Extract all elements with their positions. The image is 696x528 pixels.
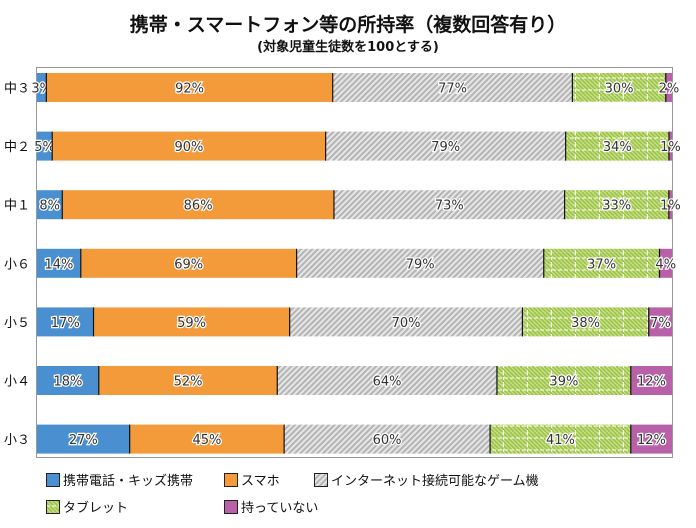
data-label-smartphone: 92% <box>175 82 204 97</box>
bar-segment-tablet <box>496 366 631 395</box>
bar-segment-smartphone <box>46 73 333 102</box>
data-label-tablet: 39% <box>549 375 578 390</box>
data-label-smartphone: 69% <box>174 257 203 272</box>
data-label-keitai: 17% <box>51 316 80 331</box>
legend-item-smartphone: スマホ <box>224 470 280 489</box>
bar-segment-tablet <box>543 248 660 278</box>
data-label-smartphone: 45% <box>192 433 221 448</box>
legend: 携帯電話・キッズ携帯 スマホ インターネット接続可能なゲーム機 タブレット 持っ… <box>46 470 666 520</box>
bar-segment-smartphone <box>80 248 297 278</box>
data-label-game: 77% <box>438 82 467 97</box>
data-label-keitai: 8% <box>39 199 60 214</box>
data-label-none: 1% <box>660 140 681 155</box>
bar-segment-keitai <box>37 424 130 454</box>
data-label-game: 79% <box>431 140 460 155</box>
bar-segment-none <box>659 248 672 278</box>
bar-segment-none <box>665 73 672 102</box>
legend-label-smartphone: スマホ <box>241 474 280 489</box>
bar-segment-game <box>333 190 565 220</box>
data-label-keitai: 5% <box>34 140 55 155</box>
data-label-game: 70% <box>392 316 421 331</box>
data-label-game: 79% <box>406 257 435 272</box>
bar-segment-none <box>648 307 672 337</box>
data-label-smartphone: 90% <box>174 140 203 155</box>
legend-item-game: インターネット接続可能なゲーム機 <box>314 470 539 489</box>
bar-segment-game <box>325 131 566 161</box>
data-label-game: 73% <box>435 199 464 214</box>
bar-segment-keitai <box>37 307 94 337</box>
legend-item-keitai: 携帯電話・キッズ携帯 <box>46 470 193 489</box>
bar-segment-smartphone <box>98 366 278 395</box>
plot-frame <box>36 67 673 458</box>
category-label: 中２ <box>4 140 30 155</box>
category-label: 中１ <box>4 199 30 214</box>
bar-segment-smartphone <box>62 190 334 220</box>
legend-label-keitai: 携帯電話・キッズ携帯 <box>63 474 194 489</box>
data-label-tablet: 41% <box>546 433 575 448</box>
bar-segment-none <box>630 366 672 395</box>
data-label-tablet: 38% <box>571 316 600 331</box>
legend-swatch-keitai <box>46 472 60 487</box>
legend-swatch-none <box>224 499 238 514</box>
data-label-keitai: 14% <box>44 257 73 272</box>
category-label: 中３ <box>4 82 30 97</box>
bar-segment-keitai <box>37 131 53 161</box>
legend-label-game: インターネット接続可能なゲーム機 <box>331 474 539 489</box>
data-label-none: 12% <box>637 375 666 390</box>
data-label-keitai: 27% <box>69 433 98 448</box>
bar-segment-keitai <box>37 366 99 395</box>
bar-segment-none <box>668 131 672 161</box>
bar-segment-tablet <box>572 73 666 102</box>
legend-item-none: 持っていない <box>224 497 318 516</box>
legend-swatch-game <box>314 472 328 487</box>
bar-segment-game <box>277 366 497 395</box>
bar-segment-keitai <box>37 248 81 278</box>
data-label-tablet: 34% <box>603 140 632 155</box>
legend-label-none: 持っていない <box>241 501 319 516</box>
data-label-smartphone: 86% <box>184 199 213 214</box>
bar-segment-smartphone <box>93 307 290 337</box>
legend-item-tablet: タブレット <box>46 497 128 516</box>
data-label-none: 1% <box>660 199 681 214</box>
category-label: 小５ <box>4 316 30 331</box>
category-label: 小３ <box>4 433 30 448</box>
bar-segment-smartphone <box>129 424 285 454</box>
bar-segment-tablet <box>564 190 669 220</box>
data-label-none: 4% <box>655 257 676 272</box>
bar-segment-smartphone <box>52 131 326 161</box>
data-label-game: 60% <box>373 433 402 448</box>
bar-segment-keitai <box>37 73 47 102</box>
legend-swatch-tablet <box>46 499 60 514</box>
chart-subtitle: (対象児童生徒数を100とする) <box>257 40 439 55</box>
bar-segment-none <box>630 424 672 454</box>
category-label: 小４ <box>4 375 30 390</box>
bar-segment-tablet <box>565 131 669 161</box>
data-label-tablet: 30% <box>605 82 634 97</box>
bar-segment-game <box>289 307 523 337</box>
data-label-smartphone: 59% <box>177 316 206 331</box>
bar-segment-none <box>668 190 672 220</box>
data-label-none: 12% <box>637 433 666 448</box>
data-label-none: 7% <box>650 316 671 331</box>
data-label-none: 2% <box>659 82 680 97</box>
bar-segment-tablet <box>522 307 649 337</box>
data-label-keitai: 18% <box>53 375 82 390</box>
bar-segment-game <box>332 73 573 102</box>
bar-segment-tablet <box>490 424 631 454</box>
chart-title: 携帯・スマートフォン等の所持率（複数回答有り） <box>129 14 567 36</box>
data-label-smartphone: 52% <box>174 375 203 390</box>
bar-segment-game <box>296 248 544 278</box>
bar-segment-keitai <box>37 190 63 220</box>
data-label-game: 64% <box>373 375 402 390</box>
legend-swatch-smartphone <box>224 472 238 487</box>
legend-label-tablet: タブレット <box>63 501 129 516</box>
data-label-tablet: 37% <box>587 257 616 272</box>
bar-segment-game <box>284 424 491 454</box>
category-label: 小６ <box>4 257 30 272</box>
data-label-tablet: 33% <box>602 199 631 214</box>
